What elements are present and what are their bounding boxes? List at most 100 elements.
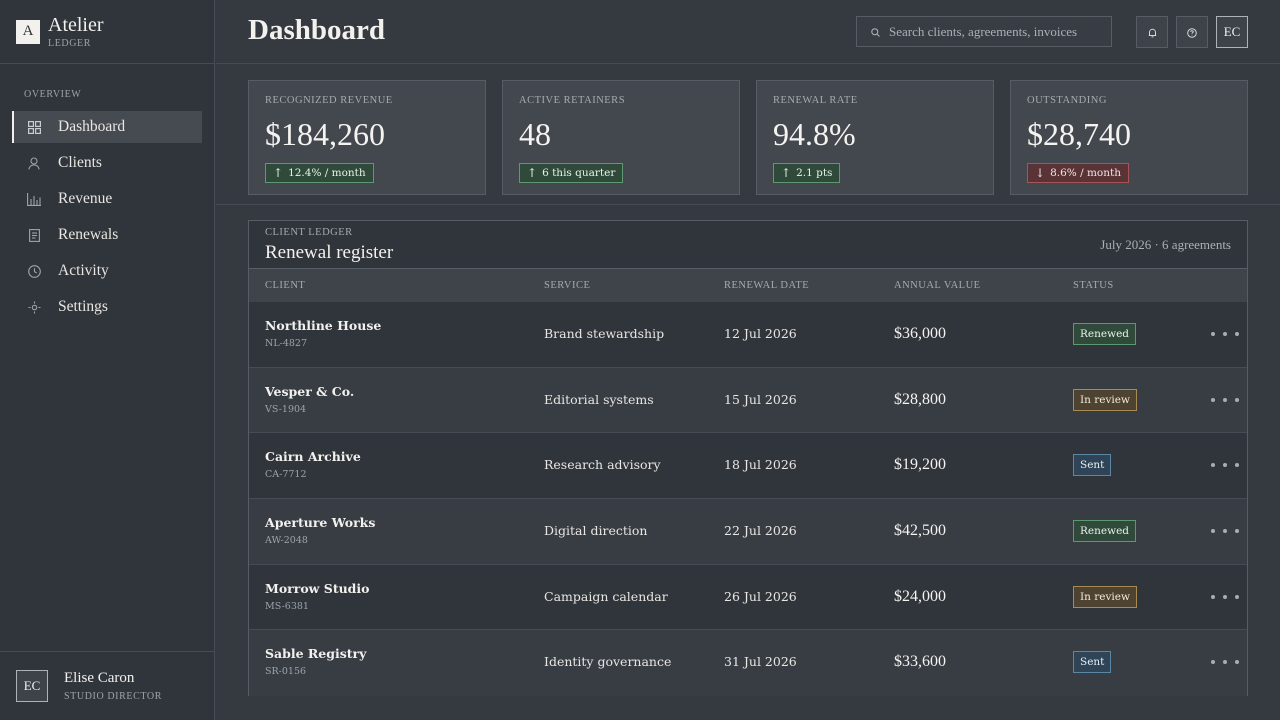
kpi-delta-text: 2.1 pts	[796, 167, 833, 179]
brand-subtitle: LEDGER	[48, 37, 92, 49]
client-id: SR-0156	[265, 666, 307, 678]
search-icon	[871, 22, 880, 41]
kpi-delta-text: 12.4% / month	[288, 167, 366, 179]
table-row[interactable]: Sable Registry SR-0156 Identity governan…	[249, 630, 1247, 697]
renewal-date: 22 Jul 2026	[724, 523, 797, 539]
column-header-annual-value[interactable]: ANNUAL VALUE	[894, 280, 981, 291]
kpi-label: RECOGNIZED REVENUE	[265, 95, 393, 106]
help-button[interactable]	[1176, 16, 1208, 48]
renewal-date: 26 Jul 2026	[724, 588, 797, 604]
user-profile[interactable]: EC Elise Caron STUDIO DIRECTOR	[0, 651, 214, 720]
person-icon	[26, 155, 42, 171]
gear-icon	[26, 299, 42, 315]
sidebar-item-label: Activity	[58, 262, 109, 279]
client-name[interactable]: Sable Registry	[265, 646, 367, 662]
status-badge: Sent	[1073, 651, 1112, 674]
kpi-delta-badge: ↓ 8.6% / month	[1027, 163, 1129, 183]
kpi-value: $184,260	[265, 116, 385, 152]
client-id: MS-6381	[265, 600, 309, 612]
status-badge: Sent	[1073, 454, 1112, 477]
panel-kicker: CLIENT LEDGER	[265, 227, 353, 238]
annual-value: $33,600	[894, 653, 946, 671]
status-badge: In review	[1073, 388, 1137, 411]
table-row[interactable]: Aperture Works AW-2048 Digital direction…	[249, 499, 1247, 565]
client-id: NL-4827	[265, 338, 308, 349]
service: Research advisory	[544, 457, 661, 473]
kpi-value: $28,740	[1027, 116, 1131, 152]
sidebar-item-activity[interactable]: Activity	[12, 255, 202, 287]
sidebar-item-revenue[interactable]: Revenue	[12, 183, 202, 215]
sidebar-item-label: Renewals	[58, 226, 119, 243]
service: Campaign calendar	[544, 588, 668, 604]
arrow-up-icon: ↑	[527, 166, 538, 180]
top-bar: Dashboard EC	[216, 0, 1280, 64]
more-actions-icon[interactable]	[1209, 390, 1241, 410]
page-title: Dashboard	[248, 14, 385, 46]
user-menu-button[interactable]: EC	[1216, 16, 1248, 48]
kpi-card-renewal-rate[interactable]: RENEWAL RATE 94.8% ↑ 2.1 pts	[756, 80, 994, 195]
more-actions-icon[interactable]	[1209, 455, 1241, 475]
client-name[interactable]: Vesper & Co.	[265, 383, 355, 399]
status-badge: Renewed	[1073, 520, 1137, 543]
sidebar-item-renewals[interactable]: Renewals	[12, 219, 202, 251]
brand[interactable]: A Atelier LEDGER	[0, 0, 214, 64]
column-header-client[interactable]: CLIENT	[265, 280, 306, 291]
search-box[interactable]	[856, 16, 1112, 47]
annual-value: $19,200	[894, 456, 946, 474]
search-input[interactable]	[889, 23, 1109, 40]
service: Digital direction	[544, 523, 648, 539]
section-divider	[216, 204, 1280, 205]
kpi-delta-badge: ↑ 12.4% / month	[265, 163, 374, 183]
profile-role: STUDIO DIRECTOR	[64, 691, 162, 702]
table-row[interactable]: Northline House NL-4827 Brand stewardshi…	[249, 302, 1247, 368]
panel-meta: July 2026 · 6 agreements	[1100, 237, 1231, 252]
client-id: VS-1904	[265, 403, 307, 415]
kpi-card-retainers[interactable]: ACTIVE RETAINERS 48 ↑ 6 this quarter	[502, 80, 740, 195]
annual-value: $42,500	[894, 522, 946, 540]
table-body: Northline House NL-4827 Brand stewardshi…	[249, 302, 1247, 697]
kpi-delta-text: 8.6% / month	[1050, 167, 1121, 179]
sidebar-item-clients[interactable]: Clients	[12, 147, 202, 179]
kpi-row: RECOGNIZED REVENUE $184,260 ↑ 12.4% / mon…	[248, 80, 1248, 195]
bell-icon	[1148, 23, 1157, 42]
client-name[interactable]: Morrow Studio	[265, 580, 370, 596]
sidebar-item-dashboard[interactable]: Dashboard	[12, 111, 202, 143]
table-row[interactable]: Vesper & Co. VS-1904 Editorial systems 1…	[249, 367, 1247, 434]
more-actions-icon[interactable]	[1209, 324, 1241, 344]
client-name[interactable]: Northline House	[265, 318, 382, 333]
service: Brand stewardship	[544, 326, 665, 341]
table-header: CLIENT SERVICE RENEWAL DATE ANNUAL VALUE…	[249, 269, 1247, 302]
grid-icon	[26, 119, 42, 135]
more-actions-icon[interactable]	[1209, 521, 1241, 541]
kpi-card-revenue[interactable]: RECOGNIZED REVENUE $184,260 ↑ 12.4% / mon…	[248, 80, 486, 195]
client-name[interactable]: Cairn Archive	[265, 449, 361, 465]
status-badge: Renewed	[1073, 323, 1137, 345]
notifications-button[interactable]	[1136, 16, 1168, 48]
profile-name: Elise Caron	[64, 670, 135, 686]
document-icon	[26, 227, 42, 243]
arrow-up-icon: ↑	[273, 166, 284, 180]
renewal-date: 18 Jul 2026	[724, 457, 797, 473]
column-header-service[interactable]: SERVICE	[544, 280, 591, 291]
sidebar: A Atelier LEDGER OVERVIEW Dashboard Clie…	[0, 0, 215, 720]
table-row[interactable]: Cairn Archive CA-7712 Research advisory …	[249, 433, 1247, 500]
bar-chart-icon	[26, 191, 42, 207]
nav-section-label: OVERVIEW	[24, 89, 82, 100]
kpi-card-outstanding[interactable]: OUTSTANDING $28,740 ↓ 8.6% / month	[1010, 80, 1248, 195]
sidebar-item-settings[interactable]: Settings	[12, 291, 202, 323]
column-header-status[interactable]: STATUS	[1073, 280, 1114, 291]
client-id: CA-7712	[265, 469, 307, 481]
column-header-renewal-date[interactable]: RENEWAL DATE	[724, 280, 810, 291]
renewal-date: 12 Jul 2026	[724, 326, 797, 341]
table-row[interactable]: Morrow Studio MS-6381 Campaign calendar …	[249, 565, 1247, 631]
service: Identity governance	[544, 654, 672, 670]
kpi-value: 48	[519, 116, 551, 152]
more-actions-icon[interactable]	[1209, 652, 1241, 672]
status-badge: In review	[1073, 585, 1137, 608]
client-name[interactable]: Aperture Works	[265, 515, 376, 531]
more-actions-icon[interactable]	[1209, 587, 1241, 607]
renewal-date: 31 Jul 2026	[724, 654, 797, 670]
kpi-value: 94.8%	[773, 116, 856, 152]
panel-header: CLIENT LEDGER Renewal register July 2026…	[249, 221, 1247, 269]
arrow-up-icon: ↑	[781, 166, 792, 180]
